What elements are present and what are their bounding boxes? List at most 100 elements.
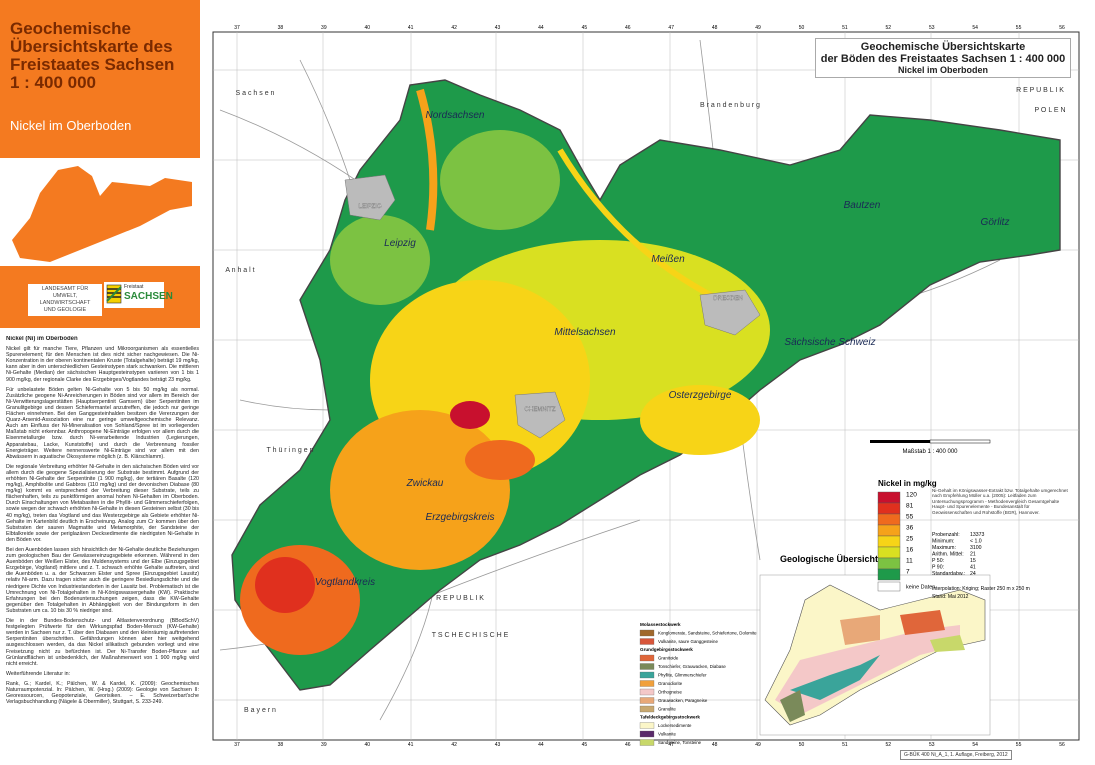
poster-subtitle: Nickel im Oberboden [10,118,132,133]
logo-small-text: Freistaat [124,284,144,290]
map-title: Geochemische Übersichtskarte der Böden de… [818,41,1068,65]
neighbor-label: B r a n d e n b u r g [700,102,760,109]
stat-value: 13373 [970,532,985,538]
map-title-line: Geochemische Übersichtskarte [860,41,1026,53]
geology-item-label: Konglomerate, Sandsteine, Schiefertone, … [658,631,757,636]
paragraph: Rank, G.; Kardel, K.; Pälchen, W. & Kard… [6,680,199,706]
logo-big-text: SACHSEN [124,291,173,302]
river-floodplain [416,88,438,231]
paragraph: Die in der Bundes-Bodenschutz- und Altla… [6,618,199,667]
neighbor-label: P O L E N [1034,107,1065,114]
geology-item-label: Granodiorite [658,681,683,686]
grid-label: 48 [712,742,718,747]
patch-low-2 [440,130,560,230]
stat-name: Probenzahl: [932,532,960,538]
coat-of-arms [106,284,122,304]
grid-label: 39 [321,742,327,747]
stat-name: Arithm. Mittel: [932,552,964,558]
grid-label: 55 [1016,742,1022,747]
stat-name: Maximum: [932,545,956,551]
legend-swatch [877,524,901,537]
region-label: Erzgebirgskreis [426,512,495,523]
stat-value: 24 [970,571,976,577]
grid-label: 54 [972,25,978,31]
neighbor-label: S a c h s e n [236,90,275,97]
grid-label: 56 [1059,742,1065,747]
region-label: Sächsische Schweiz [784,337,875,348]
legend-class-label: 120 [906,492,917,499]
text-heading: Nickel (Ni) im Oberboden [6,336,78,342]
region-label: Vogtlandkreis [315,577,375,588]
map-title-box: Geochemische Übersichtskarte der Böden de… [815,38,1071,78]
grid-label: 56 [1059,25,1065,31]
neighbor-label: B a y e r n [244,707,276,714]
grid-label: 37 [234,25,240,31]
grid-label: 44 [538,25,544,31]
legend-class-label: 36 [906,525,914,532]
stat-value: 41 [970,565,976,571]
nickel-legend: Nickel in mg/kg 120 81 55 36 25 16 11 7 keine Da… [877,479,1068,600]
grid-label: 47 [668,25,674,31]
city-label: DRESDEN [713,296,742,302]
title-line: Geochemische [10,19,131,38]
legend-classes: 120 81 55 36 25 16 11 7 keine Daten [877,491,935,592]
patch-very-high [255,557,315,613]
concentration-patches [240,88,770,655]
grid-label: 43 [495,742,501,747]
geology-swatch [639,739,655,746]
patch-high-2 [465,440,535,480]
legend-class-label: 7 [906,569,910,576]
patch-max [450,401,490,429]
agency-line: LANDESAMT FÜR UMWELT, [41,286,89,299]
stat-value: 21 [970,552,976,558]
paragraph: Die regionale Verbreitung erhöhter Ni-Ge… [6,463,199,543]
grid-label: 52 [886,742,892,747]
grid-label: 40 [364,25,370,31]
grid-label: 53 [929,742,935,747]
paragraph: Weiterführende Literatur in: [6,670,71,677]
legend-class-label: 11 [906,558,913,565]
title-line: Freistaates Sachsen [10,55,175,74]
grid-label: 49 [755,25,761,31]
region-label: Leipzig [384,238,416,249]
legend-class-label: 55 [906,514,914,521]
grid-label: 47 [668,742,674,747]
geology-item-label: Lockersedimente [658,723,692,728]
stat-value: 15 [970,558,976,564]
footer: G-BÜK 400 Ni_A_1, 1. Auflage, Freiberg, … [900,750,1012,760]
legend-swatch [877,513,901,526]
geology-swatch [639,722,655,729]
grid-label: 53 [929,25,935,31]
explanation-text: Nickel (Ni) im Oberboden Nickel gilt für… [6,336,199,756]
stat-value: < 1.0 [970,539,982,545]
stat-name: P 90: [932,565,944,571]
geology-inset: Geologische Übersicht [759,554,991,736]
grid-label: 50 [799,25,805,31]
legend-swatch [877,502,901,515]
grid-label: 45 [582,25,588,31]
interpolation: Interpolation: Kriging; Raster 250 m x 2… [932,586,1030,592]
grid-labels: 37 37 38 38 39 39 40 40 41 41 42 42 43 43 44 44 45 45 46 46… [234,25,1065,747]
scale-bar: Maßstab 1 : 400 000 [870,439,991,455]
geology-title: Geologische Übersicht [780,554,878,564]
geology-item-label: Granitoide [658,656,679,661]
city-label: CHEMNITZ [525,407,556,413]
agency-name: LANDESAMT FÜR UMWELT, LANDWIRTSCHAFT UND G… [28,284,102,316]
region-label: Görlitz [981,217,1010,228]
geology-swatch [639,663,655,670]
stat-name: Standardabw.: [932,571,965,577]
legend-class-label: 16 [906,547,914,554]
neighbor-label: T S C H E C H I S C H E [432,632,509,639]
legend-class-label: 25 [906,536,914,543]
legend-swatch [877,546,901,559]
grid-label: 46 [625,742,631,747]
agency-line: UND GEOLOGIE [43,307,87,313]
urban-areas [344,174,761,439]
agency-strip: LANDESAMT FÜR UMWELT, LANDWIRTSCHAFT UND G… [0,266,200,328]
grid-label: 41 [408,25,414,31]
grid-label: 46 [625,25,631,31]
geology-swatch [639,629,655,637]
legend-swatch [877,491,901,504]
geology-swatch [639,705,655,713]
